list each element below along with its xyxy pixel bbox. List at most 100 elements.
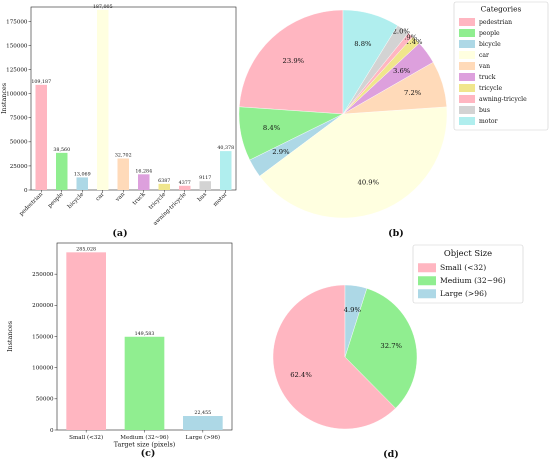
pie-percent-label: 2.0%: [393, 28, 411, 36]
y-axis-label: Instances: [0, 83, 8, 114]
legend-swatch: [418, 263, 436, 273]
x-tick-label: Large (>96): [186, 434, 221, 441]
y-tick-label: 0: [24, 188, 28, 194]
legend-item-label: tricycle: [479, 85, 503, 92]
pie-slice: [259, 106, 448, 219]
legend-item-label: Large (>96): [440, 289, 487, 298]
legend-item-label: truck: [479, 74, 496, 81]
chart-a: 0 25000 50000 75000 100000 125000 150000 175000…: [0, 4, 237, 239]
bar: [183, 416, 223, 430]
legend-item-label: people: [479, 30, 500, 37]
y-tick-label: 50000: [10, 140, 28, 146]
bar: [56, 152, 68, 190]
x-tick-label: truck: [132, 191, 147, 206]
plot-frame: [30, 6, 237, 191]
chart-b: 23.9% 8.4% 2.9% 40.9% 7.2% 3.6% 1.4%0.9%2.0% 8.…: [238, 1, 549, 239]
bar: [97, 9, 109, 190]
bar-value-label: 22,455: [194, 410, 211, 416]
legend-swatch: [459, 51, 475, 59]
y-tick-label: 100000: [32, 366, 54, 372]
pie-percent-label: 32.7%: [380, 342, 402, 350]
x-tick-label: bicycle: [67, 191, 86, 210]
y-tick-label: 200000: [32, 303, 54, 309]
pie-percent-label: 8.4%: [263, 124, 281, 132]
legend-title: Categories: [481, 5, 522, 14]
y-axis-label: Instances: [6, 321, 14, 352]
pie-slice: [239, 9, 344, 115]
bar: [199, 181, 211, 190]
bar-value-label: 32,702: [115, 153, 132, 159]
pie-percent-label: 62.4%: [290, 371, 312, 379]
pie-percent-label: 2.9%: [272, 148, 290, 156]
bar: [124, 336, 165, 430]
legend-swatch: [418, 289, 436, 299]
legend-item-label: bicycle: [479, 41, 501, 48]
legend-item-label: motor: [479, 118, 498, 125]
y-tick-label: 0: [50, 428, 54, 434]
legend-swatch: [459, 73, 475, 81]
y-tick-label: 75000: [10, 116, 28, 122]
bar-value-label: 149,583: [135, 331, 155, 337]
legend-swatch: [459, 40, 475, 48]
x-tick-label: van: [114, 191, 126, 203]
x-tick-label: bus: [197, 192, 208, 203]
y-tick-label: 175000: [6, 19, 28, 25]
x-tick-label: Medium (32~96): [120, 434, 168, 441]
x-tick-label: tricycle: [148, 191, 168, 211]
chart-d: 62.4% 32.7% 4.9% Object Size Small (<32) Medi…: [272, 244, 524, 460]
x-tick-label: pedestrian: [18, 191, 44, 217]
panel-letter: (b): [388, 228, 404, 239]
y-tick-label: 125000: [6, 68, 28, 74]
pie-percent-label: 23.9%: [283, 57, 305, 65]
bar-value-label: 16,284: [135, 168, 152, 174]
pie-slice: [344, 288, 418, 409]
pie-slice: [272, 284, 396, 430]
x-tick-label: Small (<32): [69, 434, 103, 441]
y-tick-label: 100000: [6, 92, 28, 98]
pie-percent-label: 7.2%: [404, 89, 422, 97]
legend-swatch: [459, 84, 475, 92]
bar: [76, 177, 88, 190]
legend-swatch: [459, 106, 475, 114]
bar: [66, 252, 106, 430]
bar-value-label: 285,028: [76, 246, 96, 252]
legend-swatch: [459, 62, 475, 70]
legend-swatch: [459, 18, 475, 26]
bar: [35, 84, 47, 190]
x-tick-label: motor: [212, 191, 228, 207]
x-axis-label: Target size (pixels): [114, 441, 175, 449]
pie-percent-label: 4.9%: [344, 306, 362, 314]
legend-swatch: [459, 117, 475, 125]
pie-slice: [342, 9, 398, 115]
legend-box: [453, 1, 549, 131]
x-tick-label: car: [95, 191, 106, 202]
bar: [117, 158, 129, 190]
bar: [158, 183, 170, 190]
legend-item-label: bus: [479, 107, 490, 114]
legend-title: Object Size: [444, 248, 492, 258]
bar-value-label: 13,069: [74, 171, 91, 177]
bar-value-label: 109,187: [31, 79, 51, 85]
y-tick-label: 25000: [10, 164, 28, 170]
y-tick-label: 50000: [36, 397, 54, 403]
bar: [220, 151, 232, 190]
pie-percent-label: 40.9%: [358, 178, 380, 186]
panel-letter: (a): [112, 228, 127, 239]
legend-item-label: awning-tricycle: [479, 96, 527, 103]
pie-percent-label: 1.4%: [405, 38, 423, 46]
legend-item-label: car: [479, 52, 489, 59]
pie-percent-label: 3.6%: [393, 67, 411, 75]
bar: [138, 174, 150, 190]
y-tick-label: 150000: [6, 43, 28, 49]
legend-item-label: pedestrian: [479, 19, 512, 26]
bar-value-label: 9117: [199, 175, 211, 181]
legend-box: [412, 244, 524, 304]
y-tick-label: 150000: [32, 334, 54, 340]
legend-swatch: [418, 276, 436, 286]
x-tick-label: people: [47, 191, 65, 209]
bar: [179, 185, 191, 190]
bar-value-label: 4377: [179, 180, 191, 186]
legend-swatch: [459, 95, 475, 103]
chart-c: 0 50000 100000 150000 200000 250000 285,028 Sma…: [6, 242, 233, 459]
